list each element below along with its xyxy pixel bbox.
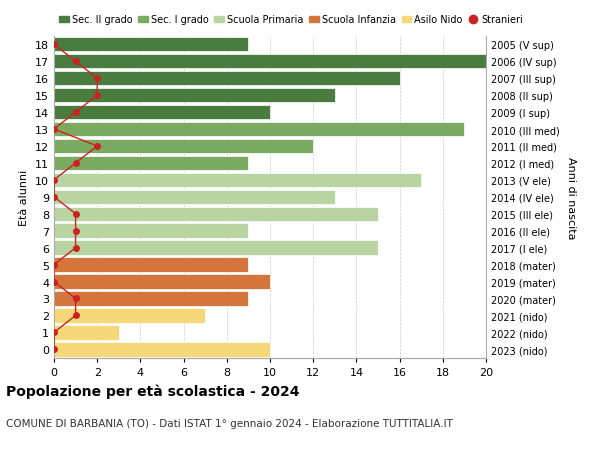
Text: COMUNE DI BARBANIA (TO) - Dati ISTAT 1° gennaio 2024 - Elaborazione TUTTITALIA.I: COMUNE DI BARBANIA (TO) - Dati ISTAT 1° …: [6, 418, 453, 428]
Bar: [54, 173, 421, 188]
Bar: [54, 207, 378, 221]
Bar: [54, 106, 270, 120]
Bar: [54, 72, 400, 86]
Bar: [54, 38, 248, 52]
Bar: [54, 275, 270, 289]
Bar: [54, 140, 313, 154]
Bar: [54, 308, 205, 323]
Bar: [54, 258, 248, 272]
Text: Popolazione per età scolastica - 2024: Popolazione per età scolastica - 2024: [6, 383, 299, 398]
Bar: [54, 89, 335, 103]
Bar: [54, 224, 248, 238]
Legend: Sec. II grado, Sec. I grado, Scuola Primaria, Scuola Infanzia, Asilo Nido, Stran: Sec. II grado, Sec. I grado, Scuola Prim…: [59, 16, 523, 25]
Bar: [54, 241, 378, 255]
Bar: [54, 123, 464, 137]
Bar: [54, 325, 119, 340]
Bar: [54, 342, 270, 357]
Y-axis label: Anni di nascita: Anni di nascita: [566, 156, 576, 239]
Y-axis label: Età alunni: Età alunni: [19, 169, 29, 225]
Bar: [54, 291, 248, 306]
Bar: [54, 157, 248, 171]
Bar: [54, 190, 335, 205]
Bar: [54, 55, 486, 69]
